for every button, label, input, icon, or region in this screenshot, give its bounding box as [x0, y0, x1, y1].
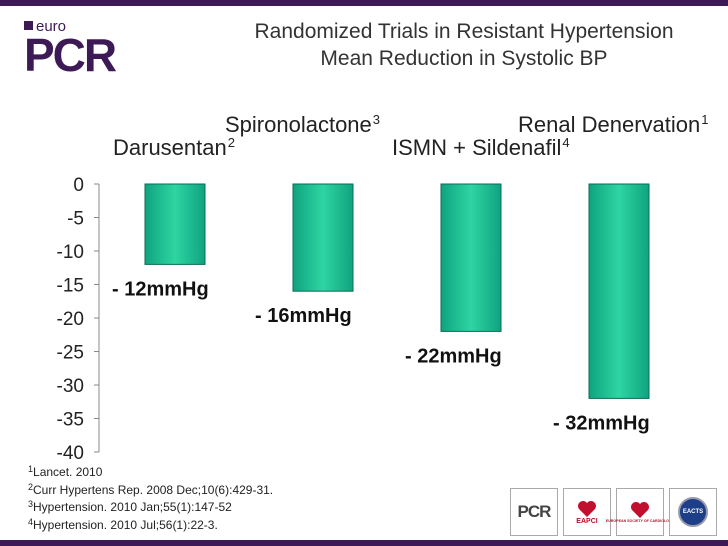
eapci-badge: EAPCI [563, 488, 611, 536]
category-name: Darusentan [113, 135, 227, 160]
reference-num: 1 [28, 464, 34, 474]
category-label-darusentan: Darusentan2 [113, 135, 235, 161]
category-ref: 3 [372, 112, 381, 127]
globe-icon: EACTS [678, 497, 708, 527]
reference-text: Lancet. 2010 [33, 465, 103, 479]
esc-badge-text: EUROPEAN SOCIETY OF CARDIOLOGY [605, 519, 675, 523]
category-label-renal-denervation: Renal Denervation1 [518, 112, 708, 138]
y-tick-label: -35 [57, 410, 84, 431]
data-label: - 16mmHg [255, 305, 352, 327]
data-label: - 32mmHg [553, 412, 650, 434]
y-tick-label: 0 [73, 175, 84, 196]
category-ref: 2 [227, 135, 235, 150]
category-name: Spironolactone [225, 112, 372, 137]
heart-icon [578, 500, 596, 517]
eacts-badge-text: EACTS [682, 509, 704, 515]
reference-num: 4 [28, 516, 34, 527]
reference-text: Hypertension. 2010 Jan;55(1):147-52 [33, 500, 232, 514]
pcr-badge: PCR [510, 488, 558, 536]
category-label-spironolactone: Spironolactone3 [225, 112, 380, 138]
partner-logos: PCR EAPCI EUROPEAN SOCIETY OF CARDIOLOGY… [510, 488, 717, 538]
y-tick-label: -15 [57, 276, 84, 297]
y-tick-label: -20 [57, 309, 84, 330]
reference-item: 2Curr Hypertens Rep. 2008 Dec;10(6):429-… [28, 480, 273, 498]
reference-item: 3Hypertension. 2010 Jan;55(1):147-52 [28, 497, 273, 515]
bar-3 [440, 183, 502, 332]
data-label: - 12mmHg [112, 278, 209, 300]
pcr-badge-text: PCR [517, 502, 552, 521]
category-ref: 4 [562, 135, 570, 150]
reference-item: 4Hypertension. 2010 Jul;56(1):22-3. [28, 515, 273, 533]
bar-2 [292, 183, 354, 292]
y-tick-label: -10 [57, 242, 84, 263]
esc-badge: EUROPEAN SOCIETY OF CARDIOLOGY [606, 488, 674, 536]
y-tick-label: -40 [57, 443, 84, 464]
category-name: ISMN + Sildenafil [392, 135, 562, 160]
logo-small-text: euro [24, 18, 66, 35]
top-bar [0, 0, 728, 6]
reference-num: 3 [28, 499, 34, 509]
page-subtitle: Mean Reduction in Systolic BP [320, 47, 608, 70]
reference-item: 1Lancet. 2010 [28, 462, 273, 480]
eacts-badge: EACTS [669, 488, 717, 536]
logo-big-text: PCR [24, 29, 117, 81]
eapci-badge-text: EAPCI [576, 517, 598, 525]
category-name: Renal Denervation [518, 112, 701, 137]
data-label: - 22mmHg [405, 345, 502, 367]
reference-text: Hypertension. 2010 Jul;56(1):22-3. [33, 517, 218, 532]
category-ref: 1 [701, 112, 709, 127]
y-tick-label: -30 [57, 376, 84, 397]
page-title: Randomized Trials in Resistant Hypertens… [254, 20, 674, 43]
reference-num: 2 [28, 481, 34, 492]
heart-icon [631, 502, 649, 518]
references: 1Lancet. 2010 2Curr Hypertens Rep. 2008 … [28, 462, 273, 532]
bar-4 [588, 183, 650, 399]
category-label-ismn-sildenafil: ISMN + Sildenafil4 [392, 135, 570, 161]
bar-1 [144, 183, 206, 265]
bottom-bar [0, 540, 728, 546]
europcr-logo: euro PCR [24, 18, 124, 81]
y-tick-label: -5 [67, 209, 84, 230]
y-tick-label: -25 [57, 343, 84, 364]
reference-text: Curr Hypertens Rep. 2008 Dec;10(6):429-3… [33, 482, 274, 497]
